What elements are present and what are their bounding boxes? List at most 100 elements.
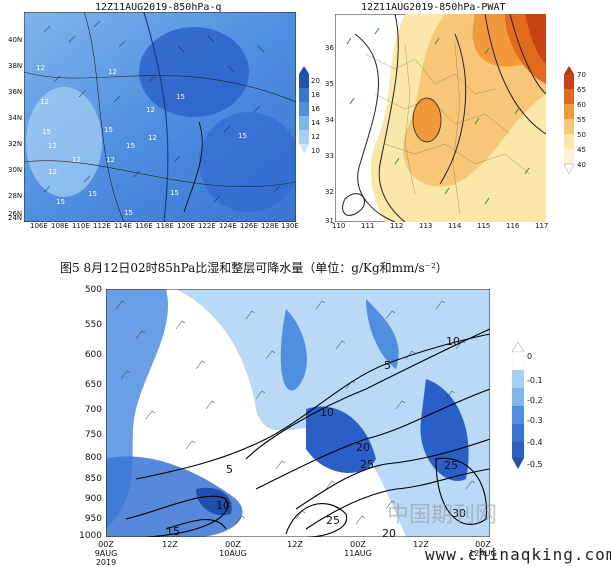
tl-cb-label: 12: [311, 133, 320, 141]
tr-lon-tick: 111: [361, 222, 375, 230]
contour-label: 25: [444, 459, 458, 472]
tr-lon-tick: 115: [477, 222, 491, 230]
tl-lon-tick: 112E: [93, 222, 111, 230]
bottom-cb-label: -0.2: [527, 396, 543, 405]
tl-lon-tick: 126E: [240, 222, 258, 230]
tr-lon-tick: 112: [390, 222, 404, 230]
tl-label: 12: [108, 68, 117, 76]
tr-lat-tick: 32: [325, 188, 334, 196]
tr-cb-label: 50: [577, 131, 586, 139]
tr-lat-tick: 35: [325, 80, 334, 88]
tl-cb-label: 20: [311, 77, 320, 85]
tl-lat-tick: 36N: [8, 88, 23, 96]
tr-lat-tick: 34: [325, 116, 334, 124]
bottom-y-tick: 650: [84, 380, 102, 390]
tl-lon-tick: 124E: [219, 222, 237, 230]
watermark-cn: 中国期刊网: [387, 503, 498, 528]
top-right-map: [335, 14, 546, 222]
tl-lat-tick: 34N: [8, 114, 23, 122]
bottom-cb-label: -0.5: [527, 460, 543, 469]
tl-lat-tick: 40N: [8, 36, 23, 44]
tl-lon-tick: 122E: [198, 222, 216, 230]
bottom-x-tick: 12Z: [287, 540, 303, 549]
bottom-x-tick: 12Z: [162, 540, 178, 549]
bottom-colorbar: [512, 342, 524, 469]
bottom-cross-section: 10 5 10 20 25 5 10 15 25 20 25 30: [106, 289, 490, 537]
contour-label: 30: [452, 507, 466, 520]
bottom-y-tick: 750: [84, 430, 102, 440]
tr-lat-tick: 33: [325, 152, 334, 160]
tr-lat-tick: 31: [325, 217, 334, 225]
tr-cb-label: 45: [577, 146, 586, 154]
tl-lat-tick: 38N: [8, 62, 23, 70]
tl-lon-tick: 130E: [281, 222, 299, 230]
tl-label: 15: [104, 126, 113, 134]
tl-lat-tick: 26N: [8, 210, 23, 218]
top-right-title: 12Z11AUG2019-850hPa-PWAT: [361, 2, 506, 13]
contour-label: 20: [382, 527, 396, 537]
bottom-y-tick: 850: [84, 474, 102, 484]
tl-label: 12: [106, 156, 115, 164]
bottom-x-tick: 12Z: [413, 540, 429, 549]
tl-label: 12: [48, 142, 57, 150]
tl-label: 15: [176, 93, 185, 101]
top-left-colorbar: [299, 66, 309, 154]
tl-cb-label: 10: [311, 147, 320, 155]
tl-label: 15: [56, 198, 65, 206]
bottom-cb-label: -0.4: [527, 438, 543, 447]
contour-label: 25: [326, 514, 340, 527]
tl-label: 12: [72, 156, 81, 164]
tl-label: 15: [126, 142, 135, 150]
tr-lon-tick: 113: [419, 222, 433, 230]
bottom-y-tick: 1000: [79, 531, 102, 541]
tl-lat-tick: 32N: [8, 140, 23, 148]
tr-cb-label: 70: [577, 71, 586, 79]
bottom-x-tick: 00Z 11AUG: [344, 540, 372, 558]
tr-cb-label: 60: [577, 101, 586, 109]
bottom-y-tick: 800: [84, 453, 102, 463]
tr-cb-label: 55: [577, 116, 586, 124]
figure-caption: 图5 8月12日02时85hPa比湿和整层可降水量（单位：g/Kg和mm/s⁻²…: [60, 261, 448, 275]
bottom-x-tick: 00Z 9AUG 2019: [94, 540, 118, 567]
tl-label: 15: [88, 190, 97, 198]
tl-label: 12: [48, 168, 57, 176]
tl-lon-tick: 110E: [72, 222, 90, 230]
top-left-title: 12Z11AUG2019-850hPa-q: [95, 2, 222, 13]
tl-cb-label: 14: [311, 119, 320, 127]
bottom-y-tick: 900: [84, 494, 102, 504]
bottom-y-tick: 550: [84, 320, 102, 330]
top-left-map: 12 12 12 15 12 15 15 12 12 12 15 12 12 1…: [24, 12, 296, 222]
bottom-x-tick: 00Z 12AUG: [469, 540, 497, 558]
tr-lat-tick: 36: [325, 44, 334, 52]
contour-label: 10: [320, 406, 334, 419]
tl-lon-tick: 116E: [135, 222, 153, 230]
tl-cb-label: 16: [311, 105, 320, 113]
bottom-cb-label: -0.1: [527, 376, 543, 385]
tl-label: 12: [36, 64, 45, 72]
contour-label: 10: [216, 499, 230, 512]
tl-label: 15: [238, 132, 247, 140]
tl-lat-tick: 28N: [8, 192, 23, 200]
tl-lat-tick: 24N: [8, 214, 23, 222]
tl-label: 12: [146, 106, 155, 114]
bottom-cb-label: -0.3: [527, 416, 543, 425]
bottom-y-tick: 500: [84, 285, 102, 295]
contour-label: 20: [356, 441, 370, 454]
tl-lat-tick: 30N: [8, 166, 23, 174]
tl-label: 15: [42, 128, 51, 136]
bottom-cb-label: 0: [527, 352, 533, 361]
tr-cb-label: 40: [577, 161, 586, 169]
contour-label: 10: [446, 335, 460, 348]
contour-label: 25: [360, 458, 374, 471]
contour-label: 15: [166, 525, 180, 537]
tl-label: 15: [124, 209, 133, 217]
tr-lon-tick: 110: [332, 222, 346, 230]
contour-label: 5: [384, 359, 391, 372]
tl-lon-tick: 114E: [114, 222, 132, 230]
tl-lon-tick: 108E: [51, 222, 69, 230]
tr-lon-tick: 117: [535, 222, 549, 230]
tl-lon-tick: 120E: [177, 222, 195, 230]
bottom-x-tick: 00Z 10AUG: [219, 540, 247, 558]
contour-label: 5: [226, 463, 233, 476]
tr-lon-tick: 114: [448, 222, 462, 230]
